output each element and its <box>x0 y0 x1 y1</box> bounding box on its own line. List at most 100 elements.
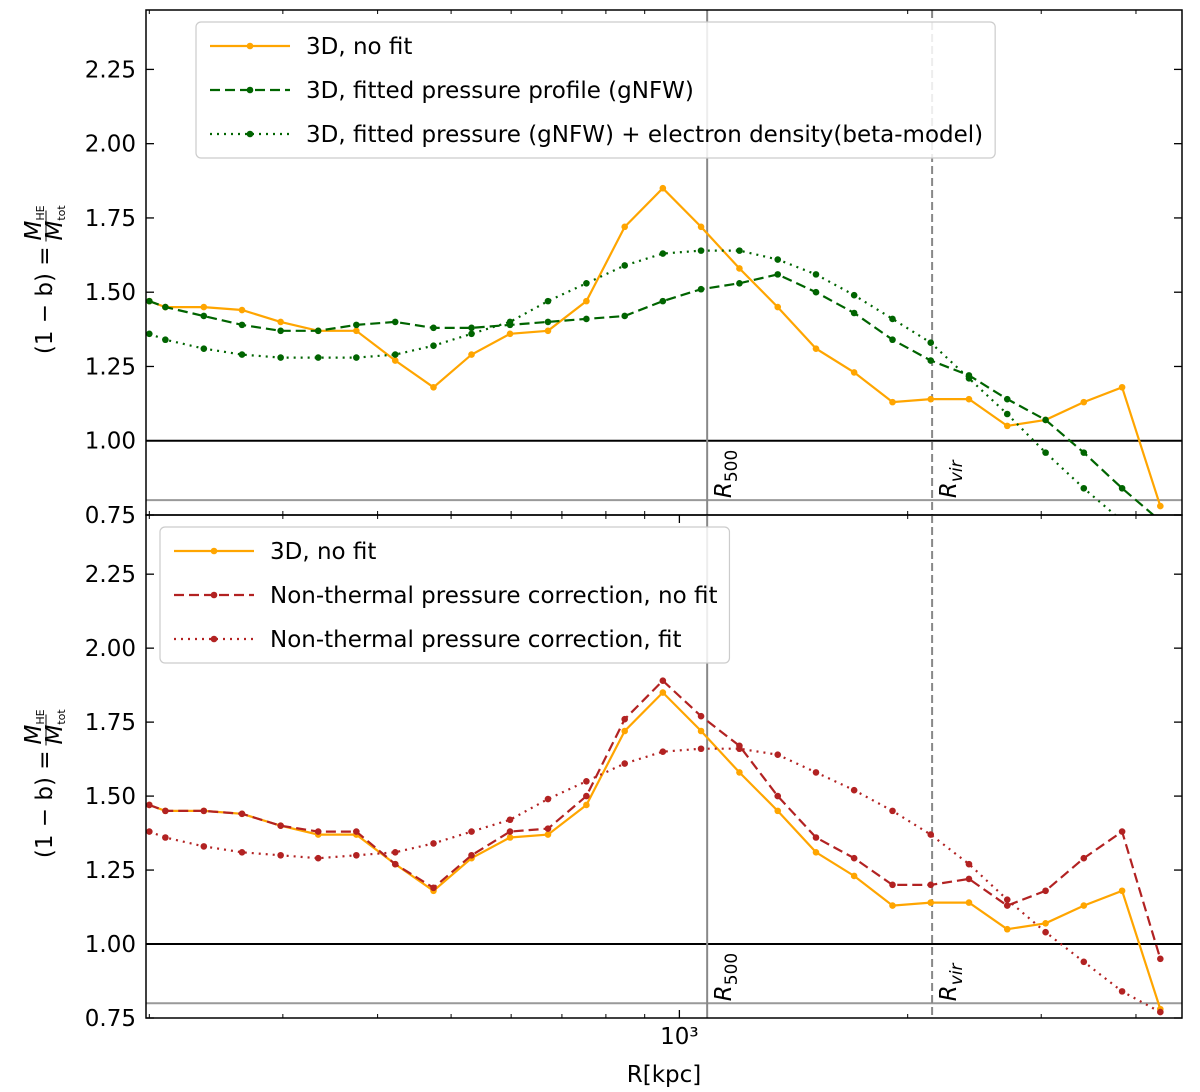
data-point <box>621 262 628 269</box>
data-point <box>200 843 208 850</box>
data-point <box>1157 1008 1164 1016</box>
data-point <box>889 315 896 323</box>
data-point <box>774 256 782 263</box>
data-point <box>659 250 667 257</box>
y-tick-label: 1.75 <box>85 206 136 232</box>
y-label-num-sub: HE <box>34 205 47 220</box>
data-point <box>621 715 628 723</box>
data-point <box>774 807 782 815</box>
data-point <box>1003 925 1011 933</box>
y-tick-label: 1.50 <box>85 280 136 306</box>
y-tick-label: 2.25 <box>85 562 136 588</box>
data-point <box>927 395 935 403</box>
data-point <box>544 297 552 305</box>
data-point <box>353 828 360 835</box>
x-tick-label: 10³ <box>660 1024 699 1050</box>
data-point <box>200 312 208 320</box>
y-tick-label: 1.25 <box>85 354 136 380</box>
y-label-den: Mtot <box>42 709 68 745</box>
y-label-den: Mtot <box>42 205 68 241</box>
data-point <box>736 279 743 287</box>
data-point <box>544 795 552 803</box>
series-line <box>148 186 1162 507</box>
v-line-label-main: R <box>936 985 962 1001</box>
data-point <box>812 769 820 776</box>
y-tick-label: 1.25 <box>85 858 136 884</box>
data-point <box>430 342 437 349</box>
data-point <box>1118 828 1126 835</box>
panel: R500Rvir0.751.001.251.501.752.002.2510³R… <box>21 514 1183 1088</box>
data-point <box>812 288 820 296</box>
data-point <box>391 351 399 358</box>
data-point <box>277 822 284 829</box>
legend-label: Non-thermal pressure correction, fit <box>270 627 682 653</box>
data-point <box>774 751 782 758</box>
y-tick-label: 2.25 <box>85 57 136 83</box>
data-point <box>1157 955 1164 963</box>
data-point <box>965 899 973 906</box>
data-point <box>659 748 667 756</box>
data-point <box>1003 902 1011 909</box>
plot-area <box>146 515 1182 1018</box>
data-point <box>506 834 514 841</box>
data-point <box>353 851 360 859</box>
data-point <box>736 247 743 254</box>
data-point <box>146 801 153 809</box>
data-point <box>965 860 973 868</box>
data-point <box>1118 887 1126 895</box>
data-point <box>1042 920 1049 927</box>
y-label-num-symbol: M <box>21 221 47 241</box>
data-point <box>391 860 399 868</box>
y-label-den-symbol: M <box>42 725 68 745</box>
data-point <box>583 792 590 800</box>
data-point <box>314 854 322 862</box>
data-point <box>1080 902 1088 909</box>
data-point <box>927 881 935 889</box>
data-point <box>544 831 552 838</box>
data-point <box>736 745 743 753</box>
axes-frame <box>145 514 1183 1019</box>
data-point <box>1080 484 1088 492</box>
data-point <box>1118 484 1126 492</box>
data-point <box>583 279 590 287</box>
data-point <box>697 727 705 735</box>
data-point <box>812 271 820 278</box>
data-point <box>583 777 590 785</box>
data-point <box>353 321 360 329</box>
data-point <box>697 285 705 293</box>
data-point <box>1118 383 1126 391</box>
y-label-den-sub: tot <box>55 205 68 221</box>
y-label-den-sub: tot <box>55 709 68 725</box>
y-label-num: MHE <box>21 709 47 744</box>
data-point <box>774 792 782 800</box>
x-axis-label: R[kpc] <box>627 1062 702 1088</box>
data-point <box>850 309 858 317</box>
data-point <box>812 345 820 352</box>
v-line-label-main: R <box>711 482 737 498</box>
data-point <box>162 336 169 344</box>
legend: 3D, no fit 3D, fitted pressure profile (g… <box>195 21 996 159</box>
data-point <box>238 321 246 329</box>
y-tick-label: 2.00 <box>85 132 136 158</box>
data-point <box>544 825 552 832</box>
data-point <box>314 327 322 335</box>
data-point <box>812 849 820 856</box>
data-point <box>583 801 590 809</box>
y-tick-label: 1.75 <box>85 710 136 736</box>
data-point <box>391 849 399 856</box>
data-point <box>697 223 705 231</box>
data-point <box>697 247 705 254</box>
data-point <box>1042 416 1049 424</box>
data-point <box>430 884 437 892</box>
data-point <box>889 398 896 406</box>
data-point <box>506 816 514 824</box>
legend-marker <box>246 130 254 138</box>
data-point <box>850 291 858 299</box>
legend-label: Non-thermal pressure correction, no fit <box>270 583 717 609</box>
data-point <box>1157 518 1164 525</box>
data-point <box>1080 958 1088 966</box>
y-label-num-sub: HE <box>34 709 47 724</box>
legend-label: 3D, no fit <box>270 539 376 565</box>
